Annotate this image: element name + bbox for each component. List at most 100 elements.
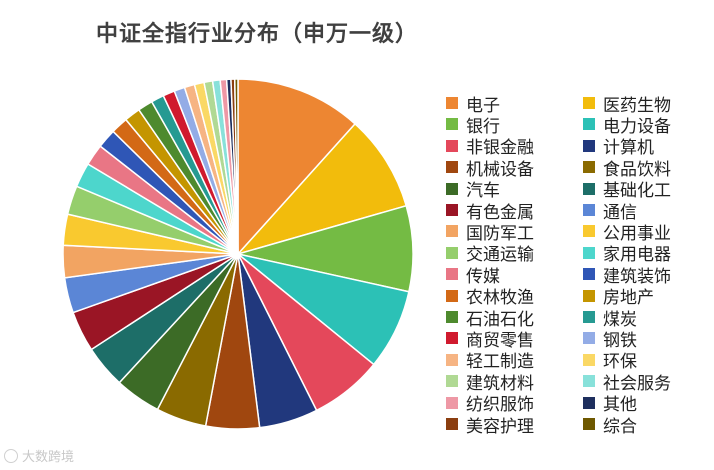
legend-swatch [583,139,595,152]
legend-label: 建筑装饰 [603,266,671,287]
legend-swatch [583,418,595,430]
legend-item: 房地产 [583,285,654,309]
legend-swatch [446,375,458,388]
legend-swatch [583,97,595,109]
legend-swatch [583,161,595,174]
pie-slice-31 [233,78,239,255]
chart-title: 中证全指行业分布（申万一级） [96,22,419,47]
legend-label: 有色金属 [466,202,534,223]
legend-item: 农林牧渔 [446,285,534,309]
legend-item: 公用事业 [583,220,671,244]
legend-swatch [446,161,458,174]
legend-label: 钢铁 [603,330,637,351]
legend-item: 电子 [446,92,500,116]
legend-label: 商贸零售 [466,330,534,351]
legend-item: 电力设备 [583,113,671,137]
legend-label: 电力设备 [603,116,671,137]
legend-swatch [583,204,595,216]
legend-swatch [583,118,595,131]
legend-item: 建筑材料 [446,370,534,394]
legend-swatch [583,182,595,195]
legend-item: 国防军工 [446,220,534,244]
legend-item: 非银金融 [446,135,534,159]
legend-item: 通信 [583,199,637,223]
legend-swatch [446,311,458,323]
legend-label: 建筑材料 [466,373,534,394]
legend-label: 交通运输 [466,245,534,266]
legend-item: 煤炭 [583,306,637,330]
legend-label: 煤炭 [603,309,637,330]
legend-swatch [446,225,458,238]
legend-label: 环保 [603,352,637,373]
legend-swatch [446,204,458,216]
legend-item: 汽车 [446,178,500,202]
legend-label: 房地产 [603,288,654,309]
legend-label: 综合 [603,416,637,437]
legend-label: 农林牧渔 [466,288,534,309]
legend-label: 非银金融 [466,138,534,159]
legend-swatch [446,353,458,366]
legend-item: 食品饮料 [583,156,671,180]
legend-item: 石油石化 [446,306,534,330]
legend-item: 其他 [583,392,637,416]
legend-label: 传媒 [466,266,500,287]
legend-swatch [446,246,458,259]
legend-swatch [583,353,595,366]
legend-swatch [583,268,595,281]
legend-label: 国防军工 [466,223,534,244]
legend-swatch [583,246,595,259]
legend-swatch [446,118,458,131]
legend-item: 建筑装饰 [583,263,671,287]
legend-label: 其他 [603,395,637,416]
pie-slice-1 [235,122,408,256]
legend-item: 基础化工 [583,178,671,202]
legend-item: 传媒 [446,263,500,287]
legend-item: 钢铁 [583,327,637,351]
legend-item: 美容护理 [446,413,534,437]
legend-label: 美容护理 [466,416,534,437]
legend-label: 机械设备 [466,159,534,180]
legend-label: 医药生物 [603,95,671,116]
legend-label: 电子 [466,95,500,116]
legend-swatch [583,396,595,409]
legend-item: 社会服务 [583,370,671,394]
legend-label: 轻工制造 [466,352,534,373]
legend-label: 基础化工 [603,181,671,202]
legend-swatch [583,332,595,345]
legend-swatch [446,289,458,302]
legend-label: 食品饮料 [603,159,671,180]
legend-item: 计算机 [583,135,654,158]
legend-item: 综合 [583,413,637,437]
legend-label: 石油石化 [466,309,534,330]
legend-swatch [446,182,458,195]
legend-item: 家用电器 [583,242,671,266]
legend-label: 社会服务 [603,373,671,394]
pie-slice-0 [237,78,357,256]
legend-label: 纺织服饰 [466,395,534,416]
legend-swatch [446,332,458,345]
legend-label: 汽车 [466,181,500,202]
legend-swatch [583,375,595,388]
logo-icon [4,448,18,463]
legend-item: 银行 [446,113,500,137]
legend-item: 环保 [583,349,637,373]
legend-item: 有色金属 [446,199,534,223]
legend-item: 机械设备 [446,156,534,180]
legend-label: 家用电器 [603,245,671,266]
legend-item: 医药生物 [583,92,671,116]
watermark-text: 大数跨境 [22,450,75,465]
legend-swatch [446,268,458,281]
legend-label: 银行 [466,116,500,137]
legend-swatch [446,418,458,430]
legend-label: 通信 [603,202,637,223]
legend-item: 纺织服饰 [446,392,534,416]
legend-item: 交通运输 [446,242,534,266]
legend-swatch [446,139,458,152]
legend-label: 公用事业 [603,223,671,244]
legend-swatch [583,225,595,238]
legend-swatch [446,97,458,109]
legend-swatch [446,396,458,409]
legend-item: 轻工制造 [446,349,534,373]
legend-swatch [583,289,595,302]
